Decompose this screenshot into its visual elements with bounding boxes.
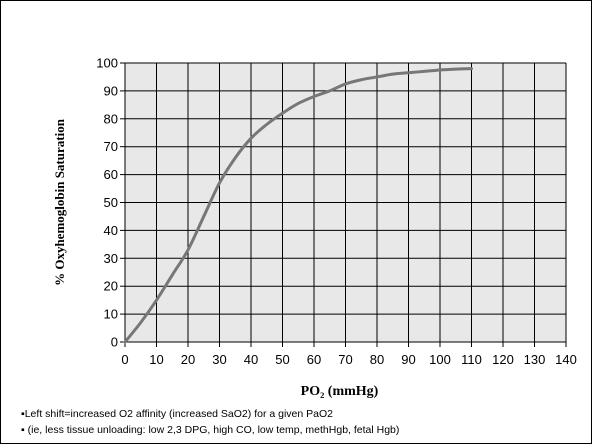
y-tick-label: 0	[111, 335, 118, 350]
x-tick-label: 140	[555, 352, 577, 367]
tick-labels: 0 10 20 30 40 50 60 70 80 90 100 0 10 20 30 40 50 60 70 80 9…	[96, 56, 577, 368]
x-tick-label: 40	[244, 352, 258, 367]
x-tick-label: 0	[121, 352, 128, 367]
notes: ▪Left shift=increased O2 affinity (incre…	[21, 406, 586, 438]
x-axis-title: PO₂ (mmHg)	[301, 384, 379, 399]
x-tick-label: 80	[370, 352, 384, 367]
note-tissue-unloading: ▪ (ie, less tissue unloading: low 2,3 DP…	[21, 424, 400, 436]
grid	[124, 62, 567, 343]
x-tick-label: 30	[212, 352, 226, 367]
y-tick-label: 90	[104, 83, 118, 98]
x-tick-label: 110	[461, 352, 482, 367]
oxyhemoglobin-dissociation-chart: 0 10 20 30 40 50 60 70 80 90 100 0 10 20 30 40 50 60 70 80 9…	[52, 56, 577, 400]
y-axis-title: % Oxyhemoglobin Saturation	[52, 118, 67, 286]
y-tick-label: 100	[96, 56, 118, 71]
series-layer	[123, 67, 473, 344]
x-tick-label: 20	[181, 352, 195, 367]
y-tick-label: 60	[104, 167, 118, 182]
x-tick-label: 10	[149, 352, 163, 367]
y-tick-label: 50	[104, 195, 118, 210]
y-tick-label: 40	[104, 223, 118, 238]
x-tick-label: 60	[307, 352, 321, 367]
x-tick-label: 100	[429, 352, 451, 367]
x-tick-label: 130	[524, 352, 546, 367]
y-tick-label: 20	[104, 279, 118, 294]
x-tick-label: 50	[275, 352, 289, 367]
x-tick-label: 90	[401, 352, 415, 367]
note-left-shift: ▪Left shift=increased O2 affinity (incre…	[21, 408, 333, 420]
x-tick-label: 120	[492, 352, 514, 367]
series-line-saturation-curve	[123, 67, 473, 344]
y-tick-label: 80	[104, 111, 118, 126]
y-tick-label: 70	[104, 139, 118, 154]
x-tick-label: 70	[338, 352, 352, 367]
y-tick-label: 10	[104, 307, 118, 322]
y-tick-label: 30	[104, 251, 118, 266]
